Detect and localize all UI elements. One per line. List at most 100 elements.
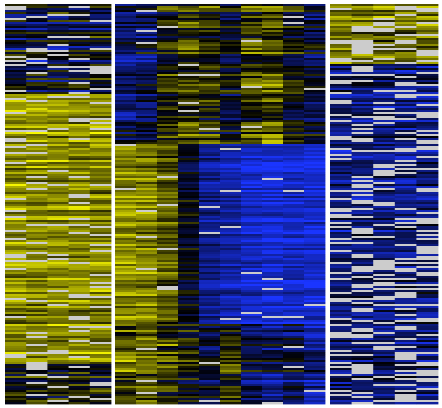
heatmap-cell xyxy=(199,32,221,35)
heatmap-cell xyxy=(47,258,69,261)
heatmap-cell xyxy=(330,50,352,53)
heatmap-cell xyxy=(47,134,69,137)
heatmap-cell xyxy=(68,104,91,107)
heatmap-cell xyxy=(115,392,137,395)
heatmap-cell xyxy=(68,132,91,135)
heatmap-cell xyxy=(304,210,326,213)
heatmap-cell xyxy=(178,252,200,255)
heatmap-cell xyxy=(220,102,242,105)
heatmap-cell xyxy=(89,60,112,63)
heatmap-cell xyxy=(283,96,305,99)
heatmap-cell xyxy=(115,272,137,275)
heatmap-cell xyxy=(373,262,396,265)
heatmap-cell xyxy=(199,378,221,381)
heatmap-cell xyxy=(199,144,221,147)
heatmap-cell xyxy=(157,212,179,215)
heatmap-cell xyxy=(157,386,179,389)
heatmap-cell xyxy=(115,238,137,241)
heatmap-cell xyxy=(89,218,112,221)
heatmap-cell xyxy=(68,278,91,281)
heatmap-cell xyxy=(68,142,91,145)
heatmap-cell xyxy=(178,102,200,105)
heatmap-cell xyxy=(220,294,242,297)
heatmap-cell xyxy=(283,384,305,387)
heatmap-cell xyxy=(351,180,374,183)
heatmap-cell xyxy=(304,388,326,391)
heatmap-cell xyxy=(373,80,396,83)
heatmap-cell xyxy=(26,114,48,117)
heatmap-cell xyxy=(373,108,396,111)
heatmap-cell xyxy=(199,362,221,365)
heatmap-cell xyxy=(304,100,326,103)
heatmap-cell xyxy=(262,208,284,211)
heatmap-cell xyxy=(220,136,242,139)
heatmap-cell xyxy=(178,186,200,189)
heatmap-cell xyxy=(330,146,352,149)
heatmap-cell xyxy=(115,146,137,149)
heatmap-cell xyxy=(136,304,158,307)
heatmap-cell xyxy=(115,10,137,13)
heatmap-cell xyxy=(136,240,158,243)
heatmap-cell xyxy=(283,282,305,285)
heatmap-cell xyxy=(241,162,263,165)
heatmap-cell xyxy=(199,310,221,313)
heatmap-cell xyxy=(394,14,417,17)
heatmap-cell xyxy=(47,394,69,397)
heatmap-cell xyxy=(5,82,27,85)
heatmap-cell xyxy=(157,306,179,309)
heatmap-cell xyxy=(68,178,91,181)
heatmap-cell xyxy=(304,250,326,253)
heatmap-cell xyxy=(178,94,200,97)
heatmap-cell xyxy=(394,376,417,379)
heatmap-cell xyxy=(262,90,284,93)
heatmap-cell xyxy=(394,344,417,347)
heatmap-cell xyxy=(394,200,417,203)
heatmap-cell xyxy=(157,178,179,181)
heatmap-cell xyxy=(283,186,305,189)
heatmap-cell xyxy=(304,306,326,309)
heatmap-cell xyxy=(330,114,352,117)
heatmap-cell xyxy=(394,126,417,129)
heatmap-cell xyxy=(89,266,112,269)
heatmap-cell xyxy=(136,324,158,327)
heatmap-cell xyxy=(68,86,91,89)
heatmap-cell xyxy=(416,266,439,269)
heatmap-cell xyxy=(47,126,69,129)
heatmap-cell xyxy=(304,334,326,337)
heatmap-cell xyxy=(68,72,91,75)
heatmap-cell xyxy=(330,248,352,251)
heatmap-cell xyxy=(283,52,305,55)
heatmap-cell xyxy=(262,46,284,49)
heatmap-cell xyxy=(330,144,352,147)
heatmap-cell xyxy=(416,116,439,119)
heatmap-cell xyxy=(330,270,352,273)
heatmap-cell xyxy=(68,170,91,173)
heatmap-cell xyxy=(136,96,158,99)
heatmap-cell xyxy=(115,194,137,197)
heatmap-cell xyxy=(220,356,242,359)
heatmap-cell xyxy=(178,152,200,155)
heatmap-cell xyxy=(136,180,158,183)
heatmap-cell xyxy=(283,44,305,47)
heatmap-cell xyxy=(136,150,158,153)
heatmap-cell xyxy=(26,360,48,363)
heatmap-cell xyxy=(5,48,27,51)
heatmap-cell xyxy=(304,374,326,377)
heatmap-cell xyxy=(220,30,242,33)
heatmap-cell xyxy=(26,362,48,365)
heatmap-cell xyxy=(351,192,374,195)
heatmap-cell xyxy=(416,34,439,37)
heatmap-cell xyxy=(136,208,158,211)
heatmap-cell xyxy=(89,188,112,191)
heatmap-cell xyxy=(351,390,374,393)
heatmap-cell xyxy=(262,402,284,405)
heatmap-cell xyxy=(394,90,417,93)
heatmap-cell xyxy=(373,186,396,189)
heatmap-cell xyxy=(241,326,263,329)
heatmap-cell xyxy=(283,368,305,371)
heatmap-cell xyxy=(394,332,417,335)
heatmap-cell xyxy=(89,270,112,273)
heatmap-cell xyxy=(262,188,284,191)
heatmap-cell xyxy=(5,376,27,379)
heatmap-cell xyxy=(241,46,263,49)
